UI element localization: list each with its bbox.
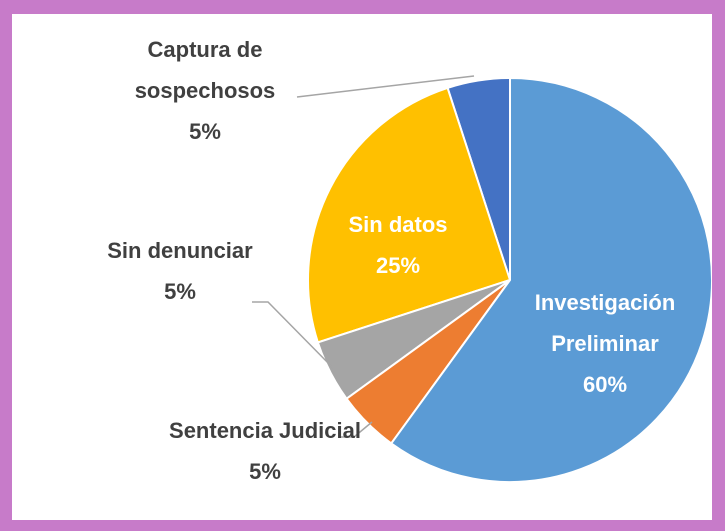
leader-line [296, 75, 475, 98]
data-label: Investigación Preliminar 60% [505, 282, 705, 405]
chart-panel: Investigación Preliminar 60% Sentencia Jud… [12, 14, 712, 520]
value-label: 5% [164, 279, 196, 304]
data-label: Sin datos 25% [318, 204, 478, 286]
pie-slice [307, 86, 512, 344]
category-label: Captura de sospechosos [134, 37, 276, 103]
value-label: 25% [375, 253, 421, 278]
pie-slice [389, 76, 712, 483]
leader-line [340, 421, 373, 438]
category-label: Investigación Preliminar [534, 290, 676, 356]
data-label: Captura de sospechosos 5% [105, 29, 305, 152]
leader-line [252, 301, 335, 370]
pie-chart [252, 75, 712, 483]
leader-lines [252, 75, 475, 438]
value-label: 60% [582, 372, 628, 397]
category-label: Sentencia Judicial [169, 418, 361, 443]
data-label: Sentencia Judicial 5% [165, 410, 365, 492]
data-label: Sin denunciar 5% [100, 230, 260, 312]
value-label: 5% [249, 459, 281, 484]
category-label: Sin denunciar [107, 238, 253, 263]
value-label: 5% [189, 119, 221, 144]
category-label: Sin datos [348, 212, 448, 237]
